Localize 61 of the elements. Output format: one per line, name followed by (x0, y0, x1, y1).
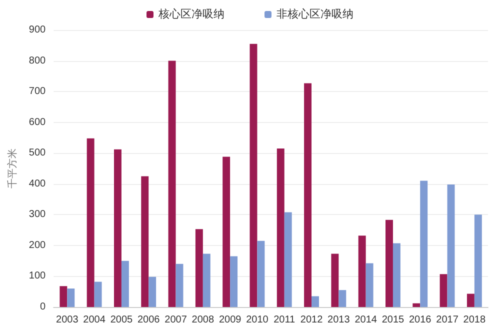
y-tick-label: 600 (28, 116, 46, 128)
y-tick-label: 800 (28, 55, 46, 66)
bar (67, 288, 75, 307)
x-tick-label: 2016 (409, 314, 432, 326)
y-tick-label: 500 (28, 148, 46, 159)
bar (331, 254, 339, 307)
x-tick-label: 2003 (56, 314, 79, 326)
y-axis-title: 千平方米 (6, 148, 18, 188)
bar (392, 243, 400, 307)
bar (257, 240, 265, 307)
x-tick-label: 2018 (463, 314, 486, 326)
x-tick-label: 2017 (436, 314, 459, 326)
bar (420, 180, 428, 307)
x-tick-label: 2012 (300, 314, 324, 326)
bar (86, 138, 94, 307)
bar (466, 294, 474, 307)
y-tick-label: 900 (28, 24, 46, 36)
bar (60, 286, 68, 307)
x-tick-label: 2009 (218, 314, 242, 326)
bar (386, 220, 393, 307)
legend-label: 非核心区净吸纳 (276, 8, 354, 20)
bar (284, 212, 292, 307)
x-tick-label: 2015 (382, 314, 405, 326)
x-tick-label: 2006 (137, 314, 160, 326)
bar (195, 229, 203, 307)
bar (474, 214, 482, 307)
x-tick-label: 2008 (192, 314, 214, 326)
bar (447, 184, 455, 307)
bar (276, 148, 284, 307)
x-tick-label: 2005 (110, 314, 134, 326)
y-tick-label: 300 (28, 209, 46, 220)
bar (412, 303, 420, 307)
bar (168, 60, 176, 307)
y-tick-label: 200 (28, 240, 46, 251)
x-tick-label: 2010 (246, 314, 269, 326)
bar (202, 254, 210, 307)
bar (230, 256, 238, 307)
bar (222, 156, 230, 307)
x-tick-label: 2014 (354, 314, 378, 326)
bar (312, 296, 319, 307)
x-tick-label: 2011 (274, 314, 296, 326)
y-tick-label: 400 (28, 178, 46, 190)
bar (94, 282, 102, 307)
bar (176, 264, 184, 307)
bar (440, 274, 448, 307)
bar (121, 260, 129, 307)
bar (148, 276, 156, 307)
bar (358, 236, 366, 307)
bar (338, 290, 346, 307)
bar (141, 176, 149, 307)
y-tick-label: 100 (28, 270, 46, 282)
x-tick-label: 2004 (83, 314, 106, 326)
bar (250, 44, 258, 307)
x-tick-label: 2013 (328, 314, 350, 326)
bar (304, 83, 312, 307)
legend-label: 核心区净吸纳 (158, 8, 224, 20)
bar (114, 149, 122, 307)
x-tick-label: 2007 (164, 314, 188, 326)
y-tick-label: 700 (28, 86, 46, 98)
bar (366, 263, 374, 307)
y-tick-label: 0 (40, 302, 46, 312)
